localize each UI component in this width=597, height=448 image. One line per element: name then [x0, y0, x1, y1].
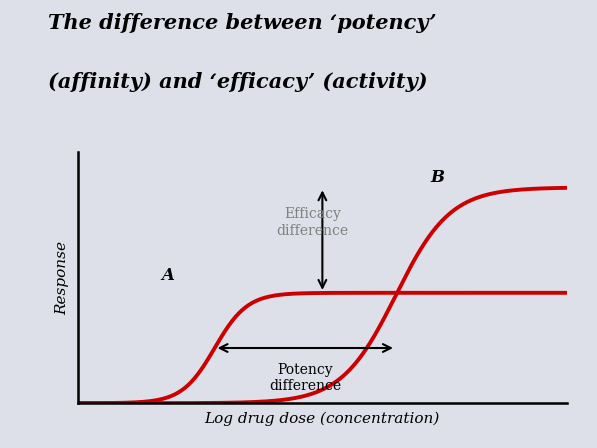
Text: Efficacy
difference: Efficacy difference [276, 207, 349, 238]
X-axis label: Log drug dose (concentration): Log drug dose (concentration) [205, 412, 440, 426]
Text: The difference between ‘potency’: The difference between ‘potency’ [48, 13, 436, 34]
Text: Potency
difference: Potency difference [269, 363, 341, 393]
Text: (affinity) and ‘efficacy’ (activity): (affinity) and ‘efficacy’ (activity) [48, 72, 427, 92]
Y-axis label: Response: Response [56, 241, 69, 315]
Text: A: A [161, 267, 174, 284]
Text: B: B [430, 169, 444, 186]
